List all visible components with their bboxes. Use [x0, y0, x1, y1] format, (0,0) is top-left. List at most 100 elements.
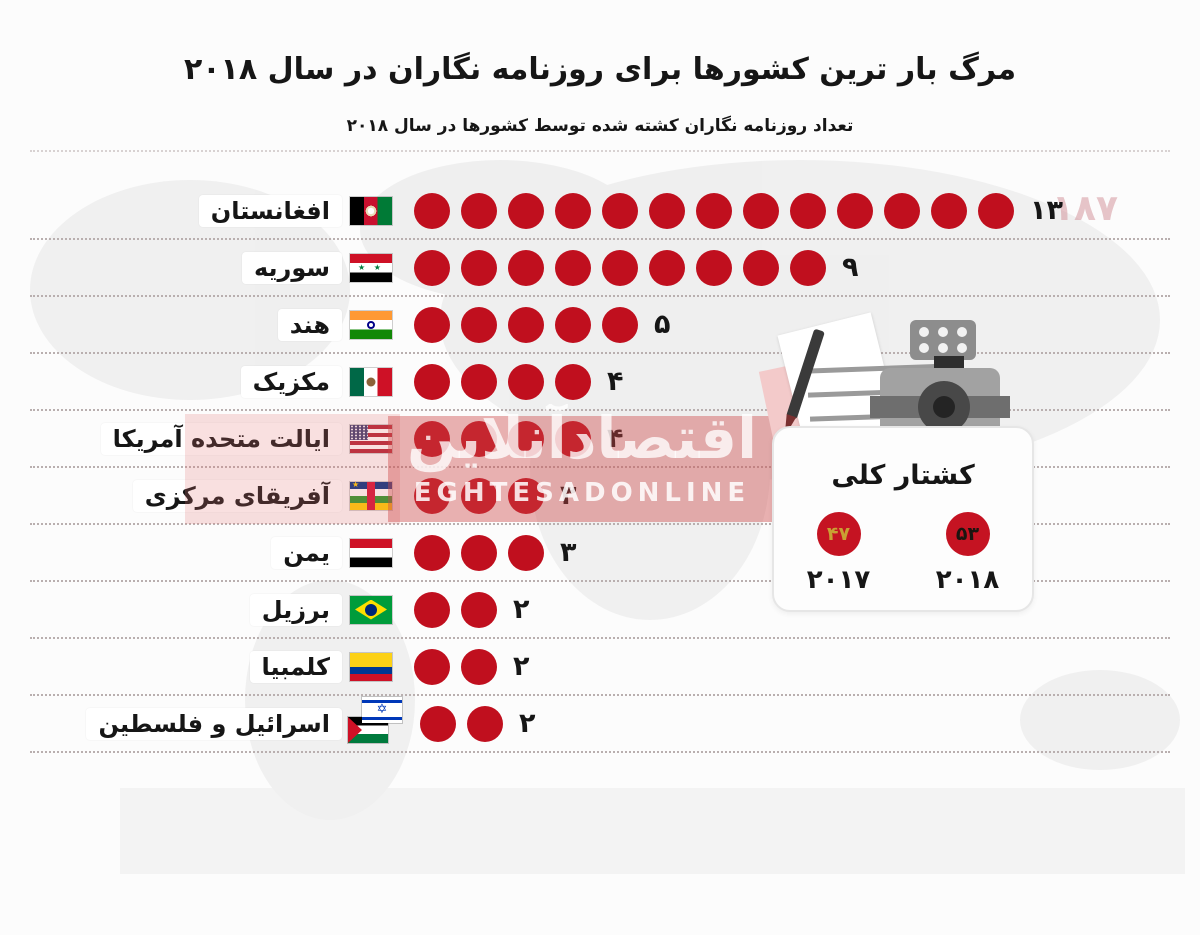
country-label-wrap: برزیل [30, 593, 342, 626]
card-items: ۵۳ ۲۰۱۸ ۴۷ ۲۰۱۷ [774, 512, 1032, 595]
dot [461, 249, 497, 286]
israel-palestine-flags [348, 696, 402, 743]
dot-series [414, 306, 638, 343]
card-title: کشتار کلی [831, 460, 975, 491]
country-row: یمن ۳ [30, 525, 1170, 582]
dot [414, 192, 450, 229]
dot [508, 363, 544, 400]
country-row: برزیل ۲ [30, 582, 1170, 639]
country-label-wrap: یمن [30, 536, 342, 569]
dot [461, 534, 497, 571]
dot [555, 363, 591, 400]
country-label-wrap: آفریقای مرکزی [30, 479, 342, 512]
chart-title: مرگ بار ترین کشورها برای روزنامه نگاران … [183, 52, 1017, 87]
dot [602, 306, 638, 343]
total-2017-year: ۲۰۱۷ [806, 565, 871, 595]
count-label: ۱۳ [1030, 195, 1063, 226]
country-label: هند [277, 308, 342, 341]
dot [931, 192, 967, 229]
dot-series [414, 192, 1014, 229]
dot [555, 306, 591, 343]
mexico-flag [350, 367, 392, 396]
dot [790, 249, 826, 286]
dot [837, 192, 873, 229]
dot-series [420, 705, 503, 742]
country-label: یمن [271, 536, 342, 569]
total-2017: ۴۷ ۲۰۱۷ [807, 512, 870, 595]
dot [649, 192, 685, 229]
dot [508, 306, 544, 343]
country-row: سوریه ۹ [30, 240, 1170, 297]
dot [414, 648, 450, 685]
brazil-flag [350, 595, 392, 624]
dot [508, 477, 544, 514]
dot [884, 192, 920, 229]
dot [602, 192, 638, 229]
count-label: ۴ [607, 366, 624, 397]
dot [508, 192, 544, 229]
country-row: ایالت متحده آمریکا ۴ [30, 411, 1170, 468]
dot [790, 192, 826, 229]
dot [555, 192, 591, 229]
country-row: اسرائیل و فلسطین ۲ [30, 696, 1170, 753]
central-african-republic-flag [350, 480, 392, 510]
country-label: آفریقای مرکزی [132, 479, 342, 512]
dot-series [414, 420, 591, 457]
dot [743, 249, 779, 286]
country-label-wrap: اسرائیل و فلسطین [30, 707, 342, 740]
count-label: ۳ [560, 537, 577, 568]
dot [461, 420, 497, 457]
country-label: اسرائیل و فلسطین [86, 707, 342, 740]
total-2017-value: ۴۷ [816, 512, 861, 556]
dot [978, 192, 1014, 229]
israel-flag [362, 696, 402, 723]
count-label: ۹ [842, 252, 859, 283]
country-label: کلمبیا [249, 650, 342, 683]
colombia-flag [350, 652, 392, 681]
total-2018-year: ۲۰۱۸ [935, 565, 1000, 595]
country-label-wrap: هند [30, 308, 342, 341]
country-label-wrap: ایالت متحده آمریکا [30, 422, 342, 455]
syria-flag [350, 253, 392, 282]
dot [508, 534, 544, 571]
country-label: ایالت متحده آمریکا [100, 422, 342, 455]
country-row: آفریقای مرکزی ۳ [30, 468, 1170, 525]
dot [602, 249, 638, 286]
dot-series [414, 363, 591, 400]
afghanistan-flag [350, 196, 392, 225]
dot [420, 705, 456, 742]
india-flag [350, 310, 392, 339]
dot [461, 648, 497, 685]
count-label: ۵ [654, 309, 671, 340]
dot [467, 705, 503, 742]
dot [649, 249, 685, 286]
dot [743, 192, 779, 229]
dot [461, 192, 497, 229]
country-row: مکزیک ۴ [30, 354, 1170, 411]
dot [508, 249, 544, 286]
country-label-wrap: کلمبیا [30, 650, 342, 683]
total-killings-card: کشتار کلی ۵۳ ۲۰۱۸ ۴۷ ۲۰۱۷ [772, 426, 1034, 612]
dot [414, 591, 450, 628]
country-label: افغانستان [198, 194, 342, 227]
country-label-wrap: سوریه [30, 251, 342, 284]
count-label: ۲ [519, 708, 536, 739]
dot [696, 192, 732, 229]
dot-series [414, 477, 544, 514]
dot [414, 249, 450, 286]
dot [461, 591, 497, 628]
bottom-band [120, 788, 1185, 874]
dot [461, 363, 497, 400]
dot [461, 306, 497, 343]
country-row: هند ۵ [30, 297, 1170, 354]
dot [461, 477, 497, 514]
total-2018-value: ۵۳ [945, 512, 990, 556]
dot [508, 420, 544, 457]
dot-series [414, 591, 497, 628]
dot [414, 420, 450, 457]
country-row: کلمبیا ۲ [30, 639, 1170, 696]
count-label: ۲ [513, 594, 530, 625]
yemen-flag [350, 538, 392, 567]
top-divider-line [30, 150, 1170, 152]
